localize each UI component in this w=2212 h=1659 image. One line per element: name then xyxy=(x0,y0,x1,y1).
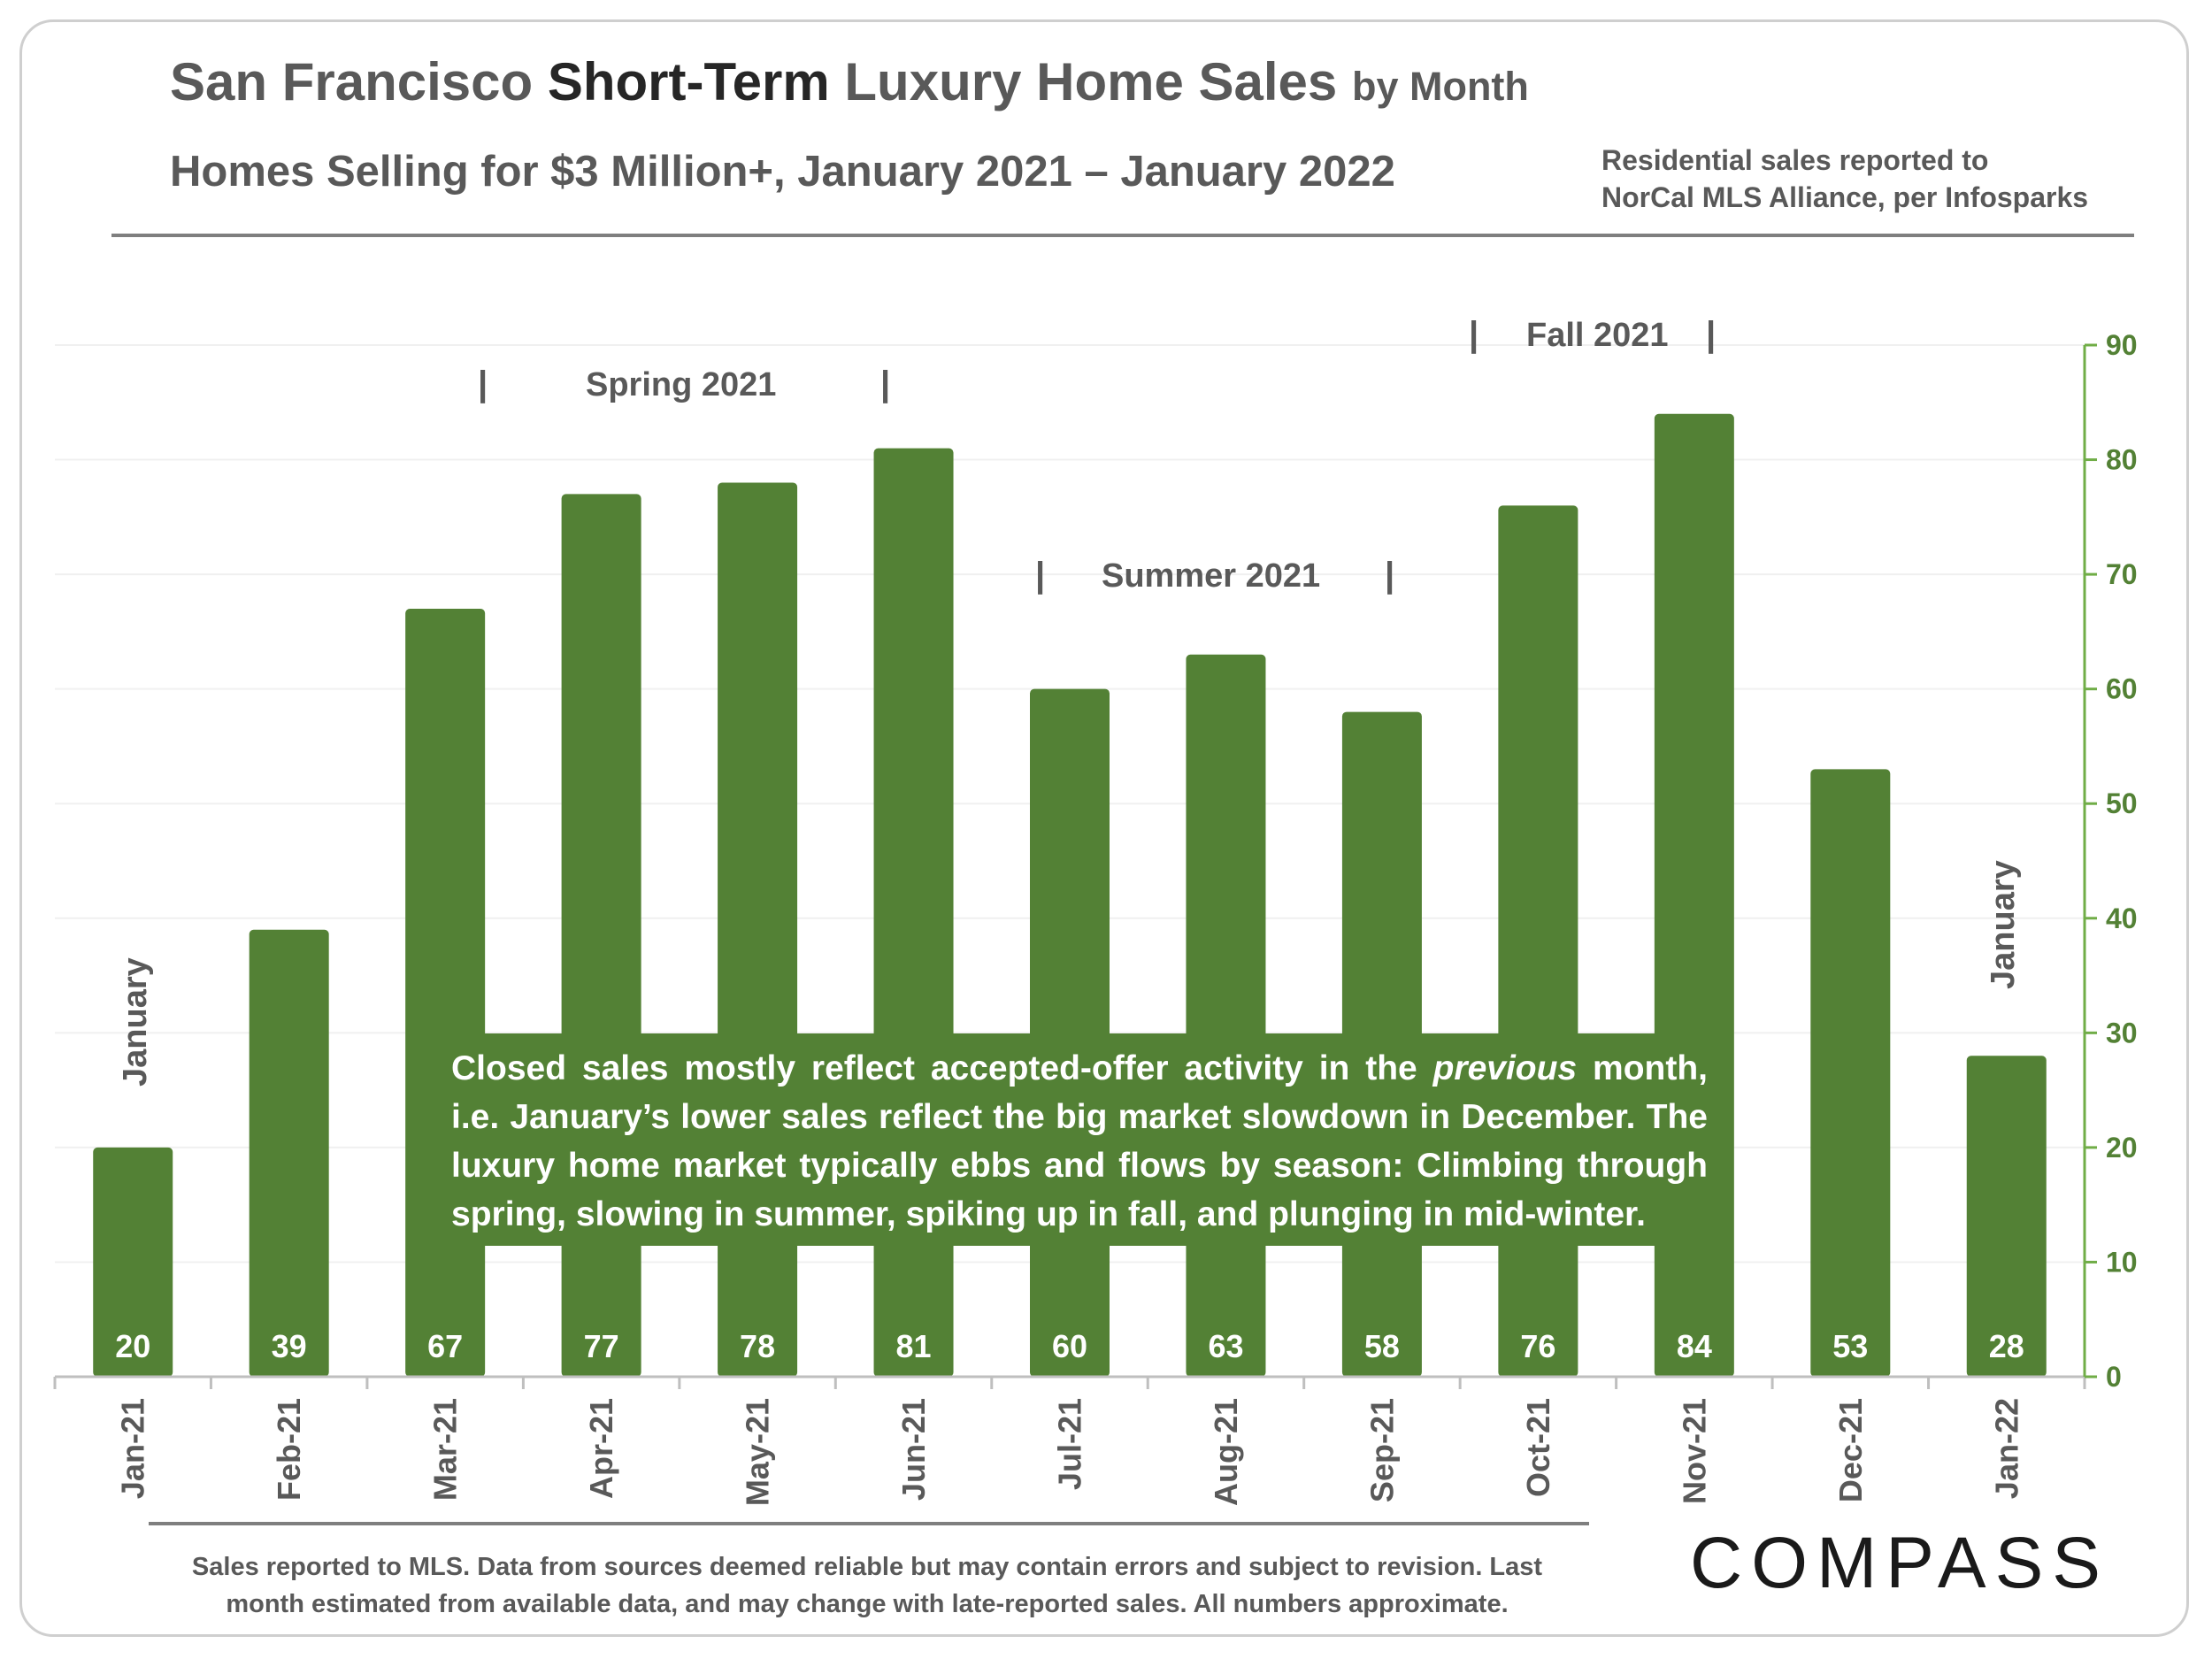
x-tick-label-Jul-21: Jul-21 xyxy=(1052,1398,1088,1490)
y-tick-label-0: 0 xyxy=(2106,1361,2122,1393)
x-tick-label-Jan-21: Jan-21 xyxy=(115,1398,151,1499)
season-label-summer: Summer 2021 xyxy=(1102,557,1321,595)
data-label-Dec-21: 53 xyxy=(1832,1328,1868,1364)
january-label-left: January xyxy=(117,957,154,1087)
x-tick-label-Jun-21: Jun-21 xyxy=(895,1398,932,1501)
y-tick-label-70: 70 xyxy=(2106,558,2138,590)
y-tick-label-30: 30 xyxy=(2106,1017,2138,1048)
data-label-Feb-21: 39 xyxy=(272,1328,307,1364)
data-label-Jun-21: 81 xyxy=(896,1328,932,1364)
footer-line-1: Sales reported to MLS. Data from sources… xyxy=(191,1553,1543,1581)
spring-bracket-right: | xyxy=(880,365,891,403)
x-tick-label-Feb-21: Feb-21 xyxy=(271,1398,307,1501)
fall-bracket-left: | xyxy=(1469,315,1479,354)
data-label-Apr-21: 77 xyxy=(584,1328,619,1364)
title-part-4: by Month xyxy=(1351,64,1529,109)
data-label-Mar-21: 67 xyxy=(427,1328,463,1364)
x-tick-label-Dec-21: Dec-21 xyxy=(1832,1398,1869,1502)
season-label-spring: Spring 2021 xyxy=(586,366,777,403)
x-tick-label-Apr-21: Apr-21 xyxy=(583,1398,619,1499)
bar-Jan-22 xyxy=(1966,1056,2047,1377)
bar-Mar-21 xyxy=(405,608,486,1377)
data-label-Sep-21: 58 xyxy=(1364,1328,1400,1364)
x-tick-label-Aug-21: Aug-21 xyxy=(1208,1398,1244,1506)
spring-bracket-left: | xyxy=(478,365,488,403)
y-tick-label-50: 50 xyxy=(2106,787,2138,819)
title-part-3: Luxury Home Sales xyxy=(829,52,1352,111)
january-label-right: January xyxy=(1985,860,2022,989)
footer-disclaimer: Sales reported to MLS. Data from sources… xyxy=(142,1548,1593,1623)
y-tick-label-90: 90 xyxy=(2106,329,2138,361)
x-tick-label-Oct-21: Oct-21 xyxy=(1520,1398,1556,1497)
chart-subtitle: Homes Selling for $3 Million+, January 2… xyxy=(170,148,1395,196)
x-tick-label-Nov-21: Nov-21 xyxy=(1676,1398,1712,1504)
x-tick-label-Mar-21: Mar-21 xyxy=(427,1398,464,1501)
title-part-2: Short-Term xyxy=(547,52,830,111)
data-label-May-21: 78 xyxy=(740,1328,775,1364)
explanation-note: Closed sales mostly reflect accepted-off… xyxy=(434,1033,1725,1246)
y-tick-label-60: 60 xyxy=(2106,673,2138,705)
y-tick-label-40: 40 xyxy=(2106,902,2138,934)
bar-Oct-21 xyxy=(1498,505,1578,1377)
y-tick-label-80: 80 xyxy=(2106,444,2138,476)
data-label-Nov-21: 84 xyxy=(1677,1328,1712,1364)
title-part-1: San Francisco xyxy=(170,52,548,111)
data-label-Aug-21: 63 xyxy=(1208,1328,1243,1364)
y-tick-label-10: 10 xyxy=(2106,1246,2138,1278)
source-line-2: NorCal MLS Alliance, per Infosparks xyxy=(1601,181,2089,213)
x-tick-label-May-21: May-21 xyxy=(740,1398,776,1506)
footer-line-2: month estimated from available data, and… xyxy=(226,1590,1509,1618)
bar-Feb-21 xyxy=(249,929,329,1377)
note-text-1: Closed sales mostly reflect accepted-off… xyxy=(451,1049,1433,1087)
data-label-Oct-21: 76 xyxy=(1520,1328,1555,1364)
y-tick-label-20: 20 xyxy=(2106,1132,2138,1164)
summer-bracket-left: | xyxy=(1035,556,1046,595)
note-italic-word: previous xyxy=(1432,1049,1578,1087)
source-note: Residential sales reported to NorCal MLS… xyxy=(1601,142,2132,216)
fall-bracket-right: | xyxy=(1706,315,1717,354)
header-divider xyxy=(111,234,2134,237)
season-label-fall: Fall 2021 xyxy=(1526,317,1669,354)
bar-Aug-21 xyxy=(1186,654,1266,1377)
data-label-Jan-21: 20 xyxy=(115,1328,150,1364)
summer-bracket-right: | xyxy=(1385,556,1395,595)
bar-Jan-21 xyxy=(93,1147,173,1377)
data-label-Jul-21: 60 xyxy=(1052,1328,1087,1364)
bar-Dec-21 xyxy=(1810,769,1891,1377)
data-label-Jan-22: 28 xyxy=(1989,1328,2024,1364)
footer-divider xyxy=(149,1522,1589,1525)
compass-logo: COMPASS xyxy=(1690,1523,2109,1603)
x-tick-label-Jan-22: Jan-22 xyxy=(1988,1398,2024,1499)
x-tick-label-Sep-21: Sep-21 xyxy=(1363,1398,1400,1502)
source-line-1: Residential sales reported to xyxy=(1601,144,1989,176)
note-text-2: month, i.e. January’s lower sales reflec… xyxy=(451,1049,1708,1233)
chart-title: San Francisco Short-Term Luxury Home Sal… xyxy=(170,51,1529,112)
